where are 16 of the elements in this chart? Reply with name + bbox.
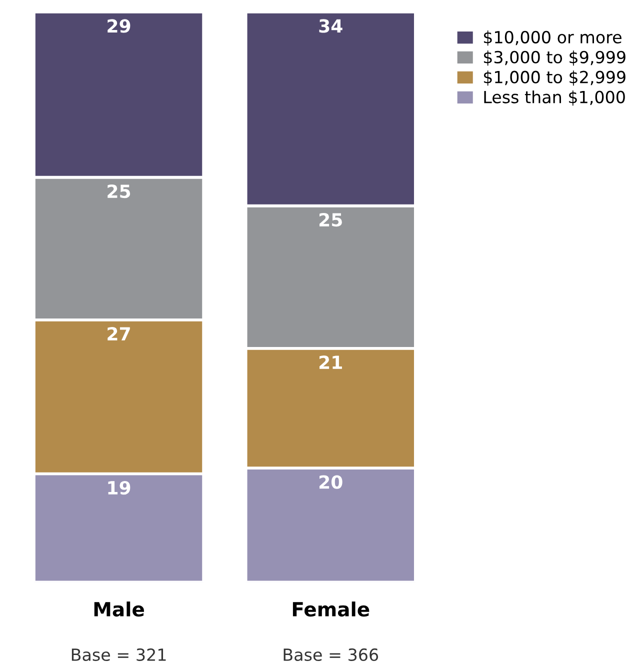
legend-label: $1,000 to $2,999 — [484, 70, 626, 86]
legend-label: $3,000 to $9,999 — [484, 50, 626, 66]
data-label: 25 — [319, 212, 342, 227]
text: Base = 321 — [72, 648, 166, 662]
data-label: 27 — [108, 327, 130, 340]
x-tick-label: Female — [292, 602, 370, 617]
legend-label: $10,000 or more — [484, 30, 622, 46]
data-label: 29 — [108, 19, 130, 33]
legend-label: Less than $1,000 — [484, 90, 625, 106]
x-tick-label: Male — [94, 602, 144, 617]
data-label: 21 — [319, 356, 342, 369]
data-label: 34 — [319, 19, 342, 33]
data-label: 25 — [108, 184, 130, 198]
data-label: 20 — [319, 475, 342, 489]
text: Base = 366 — [284, 648, 378, 662]
data-label: 19 — [108, 480, 130, 495]
